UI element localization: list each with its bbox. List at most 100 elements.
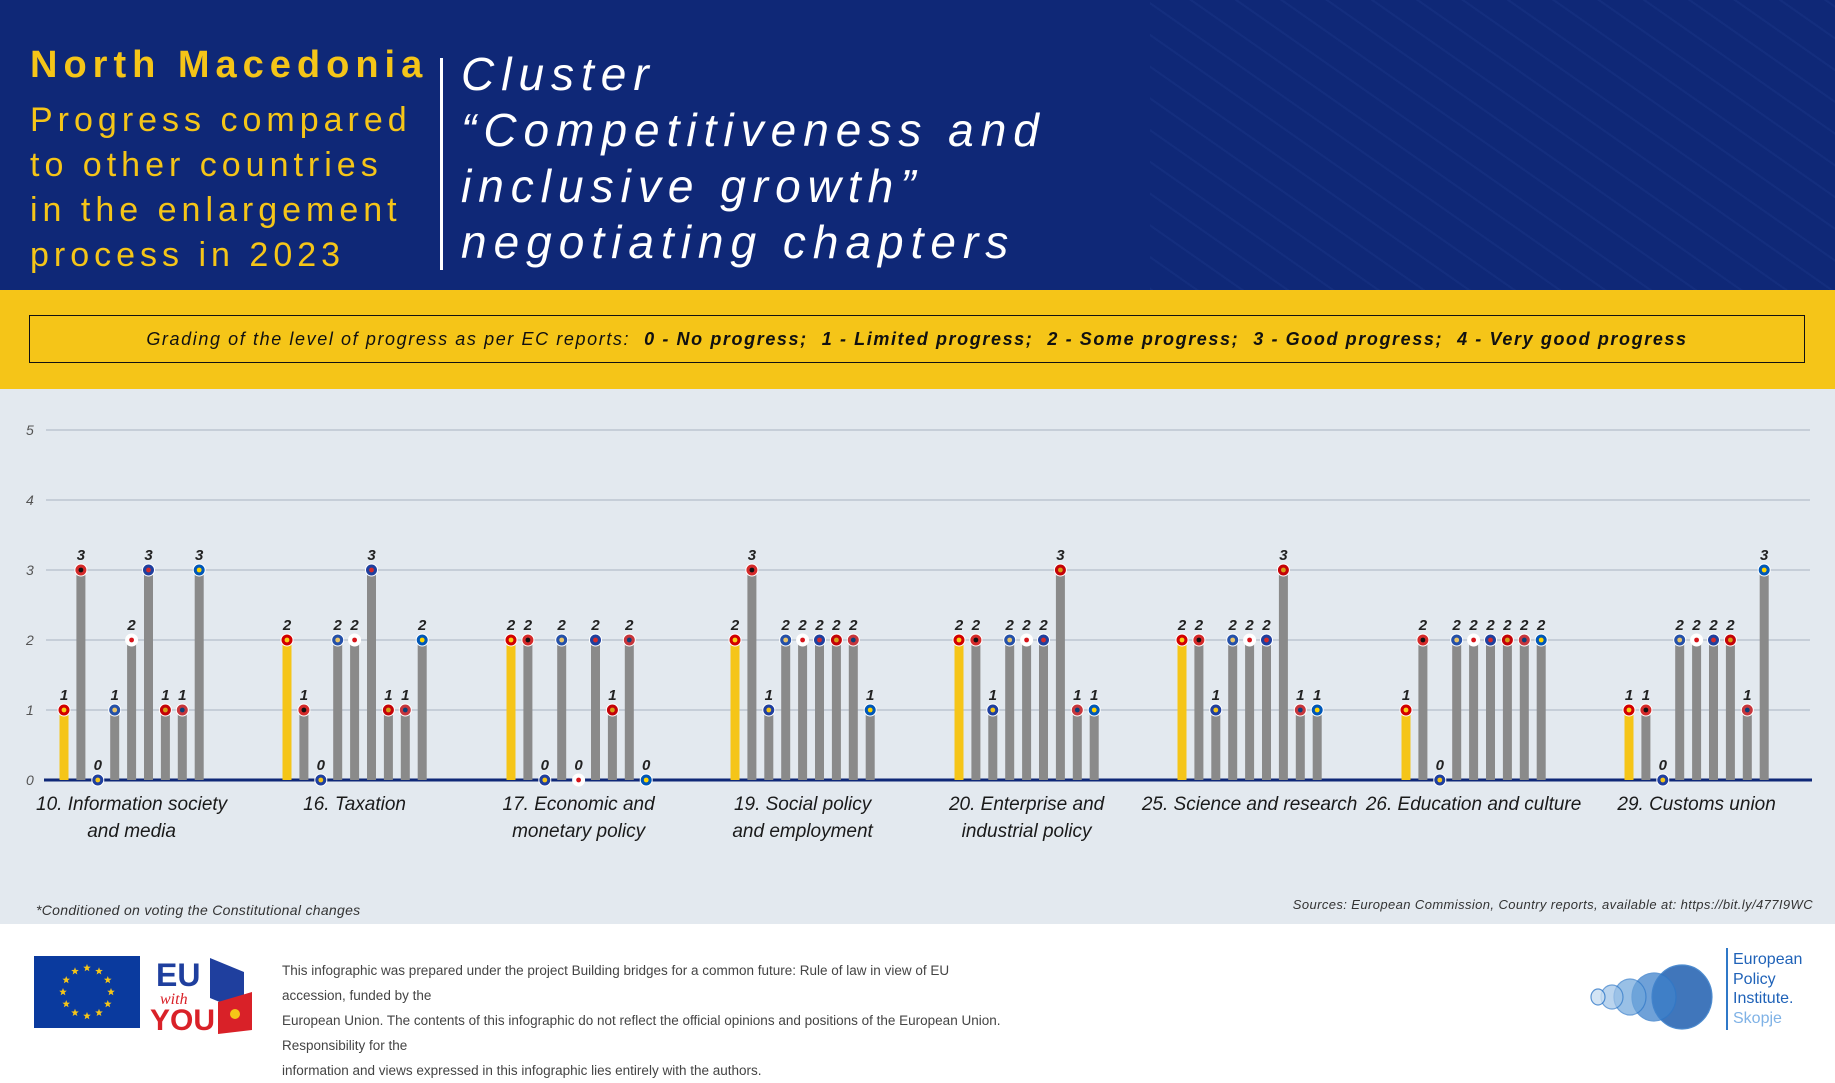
epi-line: Institute. bbox=[1733, 990, 1794, 1007]
bar bbox=[1262, 640, 1271, 780]
bar bbox=[624, 640, 634, 780]
bar bbox=[144, 570, 153, 780]
grading-band: Grading of the level of progress as per … bbox=[0, 290, 1835, 389]
y-tick-label: 5 bbox=[26, 422, 34, 438]
chart-area: 0 1 2 3 4 5 1 3 0 1 2 3 1 1 3 10. Information society an… bbox=[0, 389, 1835, 924]
flag-emblem bbox=[1505, 637, 1510, 643]
data-label: 2 bbox=[781, 617, 791, 634]
epi-line: European bbox=[1733, 951, 1803, 968]
data-label: 2 bbox=[1536, 617, 1546, 634]
flag-emblem bbox=[1091, 707, 1097, 713]
grading-item: 3 - Good progress; bbox=[1253, 328, 1444, 349]
eu-star-icon bbox=[83, 964, 91, 972]
flag-emblem bbox=[1521, 637, 1527, 643]
flag-emblem bbox=[386, 707, 391, 713]
data-label: 3 bbox=[1760, 547, 1769, 564]
bar bbox=[1469, 640, 1479, 780]
flag-emblem bbox=[1196, 637, 1202, 643]
flag-emblem bbox=[1007, 637, 1013, 643]
flag-emblem bbox=[1024, 637, 1029, 643]
category-label: and media bbox=[87, 821, 176, 842]
data-label: 2 bbox=[1708, 617, 1718, 634]
data-label: 2 bbox=[557, 617, 567, 634]
data-label: 2 bbox=[1502, 617, 1512, 634]
bar bbox=[1177, 640, 1187, 780]
flag-emblem bbox=[732, 637, 738, 643]
bar bbox=[523, 640, 533, 780]
data-label: 2 bbox=[848, 617, 858, 634]
y-tick-label: 3 bbox=[26, 562, 34, 578]
data-label: 2 bbox=[506, 617, 516, 634]
flag-emblem bbox=[1677, 637, 1683, 643]
bar bbox=[815, 640, 824, 780]
epi-line: Policy bbox=[1733, 970, 1776, 988]
bar bbox=[1536, 640, 1546, 780]
y-tick-label: 0 bbox=[26, 772, 34, 788]
data-label: 1 bbox=[178, 687, 186, 704]
footnote: *Conditioned on voting the Constitutiona… bbox=[36, 902, 361, 918]
bar bbox=[383, 710, 393, 780]
eu-flag-icon bbox=[34, 956, 140, 1028]
y-tick-label: 4 bbox=[26, 492, 34, 508]
bar bbox=[1022, 640, 1032, 780]
data-label: 2 bbox=[523, 617, 533, 634]
flag-emblem bbox=[1403, 707, 1409, 713]
flag-emblem bbox=[956, 637, 962, 643]
data-label: 2 bbox=[1468, 617, 1478, 634]
data-label: 2 bbox=[1177, 617, 1187, 634]
flag-emblem bbox=[352, 637, 357, 643]
data-label: 2 bbox=[1244, 617, 1254, 634]
eu-star-icon bbox=[71, 1008, 79, 1017]
bar bbox=[1519, 640, 1529, 780]
flag-emblem bbox=[419, 637, 425, 643]
eu-star-icon bbox=[71, 967, 79, 975]
data-label: 2 bbox=[1418, 617, 1428, 634]
flag-emblem bbox=[1694, 637, 1699, 643]
data-label: 1 bbox=[608, 687, 616, 704]
bar bbox=[350, 640, 360, 780]
flag-emblem bbox=[1230, 637, 1236, 643]
flag-emblem bbox=[508, 637, 514, 643]
bar bbox=[730, 640, 740, 780]
flag-emblem bbox=[749, 567, 755, 573]
data-label: 1 bbox=[60, 687, 68, 704]
data-label: 2 bbox=[1021, 617, 1031, 634]
page-subtitle: Progress compared to other countries in … bbox=[30, 101, 412, 274]
bar bbox=[1039, 640, 1048, 780]
bar bbox=[282, 640, 292, 780]
flag-emblem bbox=[284, 637, 290, 643]
data-label: 2 bbox=[417, 617, 427, 634]
bar bbox=[417, 640, 427, 780]
country-title: North Macedonia bbox=[30, 44, 429, 86]
data-label: 2 bbox=[126, 617, 136, 634]
sources-note: Sources: European Commission, Country re… bbox=[1292, 897, 1813, 912]
data-label: 1 bbox=[1212, 687, 1220, 704]
data-label: 1 bbox=[111, 687, 119, 704]
data-label: 1 bbox=[1073, 687, 1081, 704]
flag-emblem bbox=[973, 637, 979, 643]
data-label: 2 bbox=[814, 617, 824, 634]
flag-emblem bbox=[1437, 777, 1443, 783]
flag-emblem bbox=[576, 777, 581, 783]
flag-emblem bbox=[1643, 707, 1649, 713]
data-label: 2 bbox=[797, 617, 807, 634]
category-label: 16. Taxation bbox=[303, 794, 406, 815]
data-label: 1 bbox=[384, 687, 392, 704]
data-label: 2 bbox=[1519, 617, 1529, 634]
data-label: 2 bbox=[1485, 617, 1495, 634]
eu-star-icon bbox=[103, 1000, 112, 1008]
data-label: 2 bbox=[590, 617, 600, 634]
epi-city: Skopje bbox=[1733, 1009, 1782, 1027]
category-label: 17. Economic and bbox=[503, 794, 657, 815]
flag-emblem bbox=[163, 707, 168, 713]
bar bbox=[1005, 640, 1015, 780]
header-divider bbox=[440, 58, 443, 270]
bar bbox=[798, 640, 808, 780]
flag-emblem bbox=[95, 777, 101, 783]
data-label: 2 bbox=[954, 617, 964, 634]
bar bbox=[1211, 710, 1221, 780]
data-label: 1 bbox=[866, 687, 874, 704]
category-label: and employment bbox=[732, 821, 873, 842]
bar bbox=[1312, 710, 1322, 780]
